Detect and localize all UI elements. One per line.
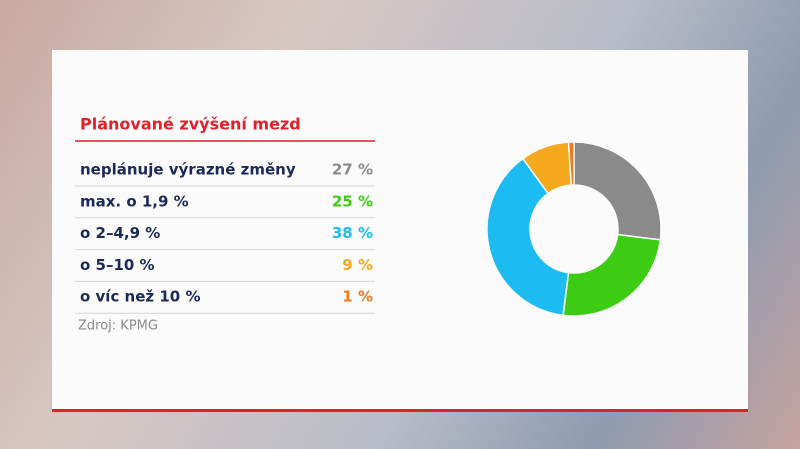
value-label: 9 % [342,256,373,274]
source: Zdroj: KPMG [78,319,158,334]
donut-segment [573,141,662,241]
value-label: 1 % [342,288,373,306]
value-label: 38 % [332,224,373,242]
value-label: 25 % [332,192,373,210]
panel-border [52,409,748,412]
donut-segment [486,157,570,317]
category-label: neplánuje výrazné změny [80,161,296,179]
value-label: 27 % [332,161,373,179]
category-label: o 5–10 % [80,256,155,274]
category-label: o 2–4,9 % [80,224,160,242]
category-label: o víc než 10 % [80,288,201,306]
donut-segment [562,233,662,317]
chart-title: Plánované zvýšení mezd [80,115,301,134]
donut-segment [567,141,575,186]
category-label: max. o 1,9 % [80,192,189,210]
